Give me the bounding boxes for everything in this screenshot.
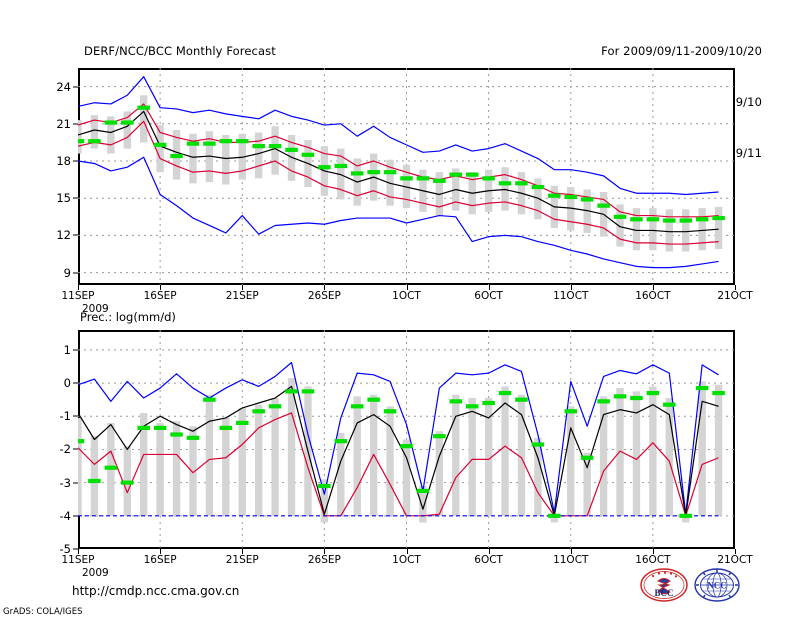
x-axis-tick-label: 26SEP [307, 554, 341, 566]
precipitation-sublabel: Prec.: log(mm/d) [80, 310, 176, 324]
y-axis-tick-mark [73, 382, 78, 384]
x-axis-tick-label: 11SEP [61, 290, 95, 302]
precipitation-y-tick-label: -3 [59, 475, 71, 490]
x-axis-tick-mark [488, 285, 490, 290]
footer-grads-credit: GrADS: COLA/IGES [3, 607, 83, 617]
x-axis-tick-label: 16OCT [635, 290, 671, 302]
x-axis-tick-label: 16OCT [635, 554, 671, 566]
x-axis-tick-mark [160, 549, 162, 554]
x-axis-tick-mark [78, 285, 79, 290]
y-axis-tick-mark [73, 160, 78, 162]
temperature-panel: 24 21 18 15 12 9 11SEP 16SEP 21SEP 26SEP 1OCT 6OCT 1… [56, 68, 753, 315]
x-axis-tick-label: 16SEP [143, 554, 177, 566]
x-axis-year-label: 2009 [82, 567, 109, 579]
footer-url[interactable]: http://cmdp.ncc.cma.gov.cn [72, 584, 240, 598]
logo-group: BCC NCC [640, 568, 740, 602]
precipitation-plot [78, 330, 735, 549]
temperature-y-tick-label: 24 [56, 79, 71, 94]
x-axis-tick-mark [652, 549, 654, 554]
temperature-plot [78, 68, 735, 285]
y-axis-tick-mark [73, 548, 78, 550]
svg-text:BCC: BCC [654, 588, 673, 598]
y-axis-tick-mark [73, 448, 78, 450]
temperature-y-tick-label: 9 [63, 265, 71, 280]
x-axis-tick-label: 11OCT [553, 290, 589, 302]
temperature-y-tick-label: 12 [56, 228, 71, 243]
y-axis-tick-mark [73, 515, 78, 517]
precipitation-panel: 1 0 -1 -2 -3 -4 -5 11SEP 16SEP 21SEP 26SEP 1OCT 6OCT… [60, 330, 753, 579]
svg-text:NCC: NCC [707, 581, 727, 591]
y-axis-tick-mark [73, 123, 78, 125]
x-axis-tick-mark [735, 549, 736, 554]
x-axis-tick-mark [570, 285, 572, 290]
bcc-logo-icon: BCC [640, 568, 688, 602]
x-axis-tick-label: 6OCT [474, 554, 503, 566]
precipitation-y-tick-label: -5 [59, 542, 71, 556]
y-axis-tick-mark [73, 234, 78, 236]
x-axis-tick-mark [406, 549, 408, 554]
x-axis-tick-label: 1OCT [392, 554, 421, 566]
forecast-range-label: For 2009/09/11-2009/10/20 [601, 44, 762, 58]
x-axis-tick-mark [488, 549, 490, 554]
x-axis-tick-mark [735, 285, 736, 290]
y-axis-tick-mark [73, 197, 78, 199]
ncc-logo-icon: NCC [694, 568, 740, 602]
x-axis-tick-label: 11SEP [61, 554, 95, 566]
y-axis-tick-mark [73, 86, 78, 88]
x-axis-tick-mark [160, 285, 162, 290]
x-axis-tick-label: 26SEP [307, 290, 341, 302]
precipitation-y-tick-label: 1 [63, 342, 71, 357]
x-axis-tick-label: 6OCT [474, 290, 503, 302]
x-axis-tick-mark [570, 549, 572, 554]
x-axis-tick-mark [324, 285, 326, 290]
temperature-y-tick-label: 21 [56, 116, 71, 131]
x-axis-tick-label: 21SEP [225, 290, 259, 302]
y-axis-tick-mark [73, 272, 78, 274]
precipitation-y-tick-label: -2 [59, 442, 71, 457]
x-axis-tick-mark [242, 549, 244, 554]
x-axis-tick-label: 21OCT [717, 290, 753, 302]
chart-title: DERF/NCC/BCC Monthly Forecast [84, 44, 276, 58]
precipitation-y-tick-label: -1 [59, 409, 71, 424]
x-axis-tick-mark [406, 285, 408, 290]
precipitation-y-tick-label: 0 [63, 376, 71, 391]
x-axis-tick-mark [242, 285, 244, 290]
x-axis-tick-label: 16SEP [143, 290, 177, 302]
x-axis-year-label: 2009 [82, 303, 109, 315]
temperature-y-tick-label: 18 [56, 154, 71, 168]
x-axis-tick-label: 1OCT [392, 290, 421, 302]
y-axis-tick-mark [73, 349, 78, 351]
x-axis-tick-label: 21OCT [717, 554, 753, 566]
precipitation-y-tick-label: -4 [59, 508, 71, 523]
x-axis-tick-mark [324, 549, 326, 554]
x-axis-tick-mark [652, 285, 654, 290]
x-axis-tick-label: 21SEP [225, 554, 259, 566]
y-axis-tick-mark [73, 482, 78, 484]
x-axis-tick-label: 11OCT [553, 554, 589, 566]
temperature-y-tick-label: 15 [56, 191, 71, 206]
x-axis-tick-mark [78, 549, 79, 554]
y-axis-tick-mark [73, 415, 78, 417]
